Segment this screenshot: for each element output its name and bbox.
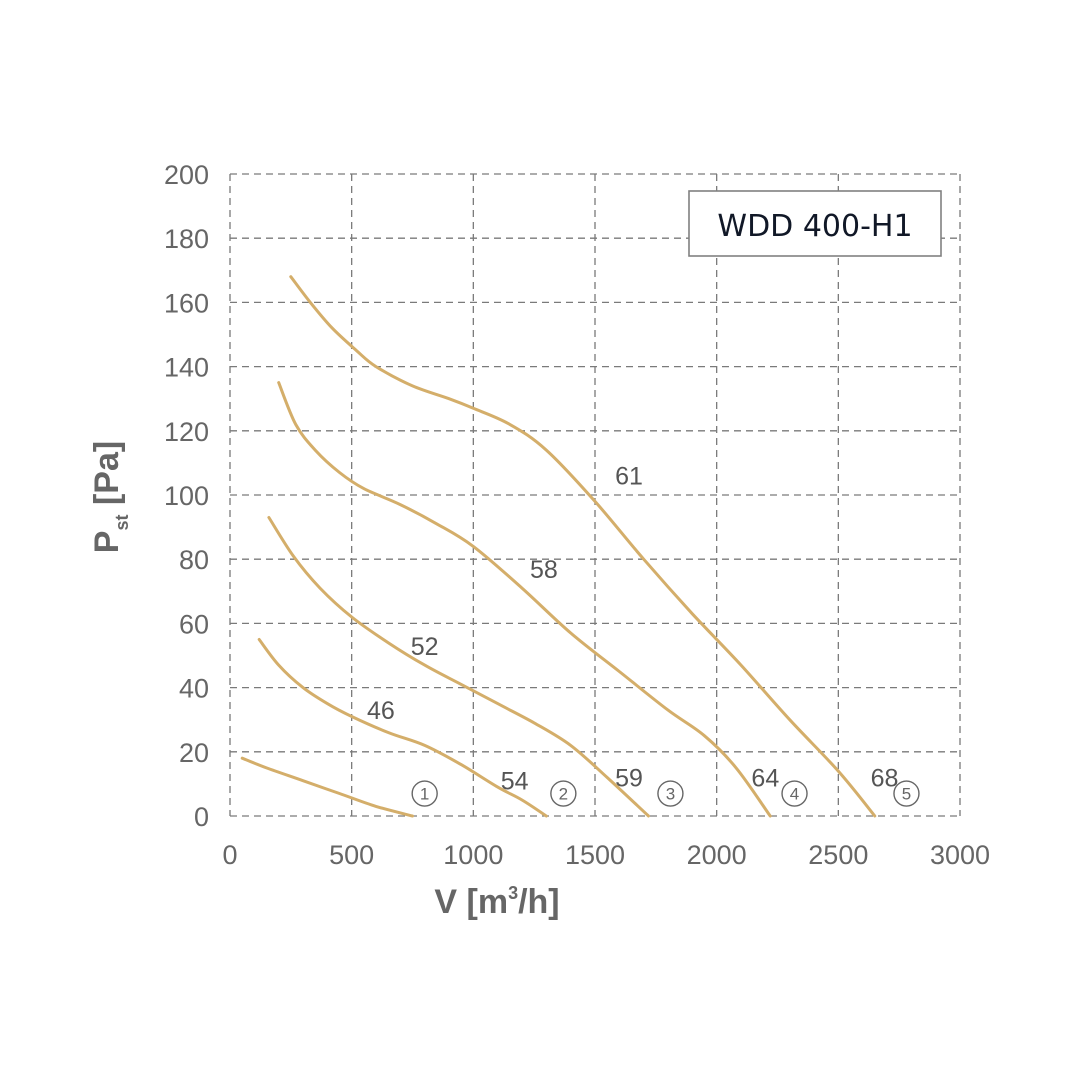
- y-tick-label: 80: [179, 545, 209, 575]
- curve-number-4: 4: [781, 780, 808, 807]
- curve-value-label: 58: [530, 556, 558, 584]
- curve-line-4: [277, 381, 772, 818]
- y-tick-label: 160: [164, 288, 209, 318]
- curve-number-1: 1: [411, 780, 438, 807]
- y-tick-label: 120: [164, 417, 209, 447]
- curve-number-circle: [893, 780, 920, 807]
- y-tick-label: 200: [164, 160, 209, 190]
- model-label-box: [688, 190, 942, 257]
- curve-numbers: 1 2 3 4 5: [411, 780, 920, 807]
- y-tick-label: 0: [194, 802, 209, 832]
- y-tick-label: 180: [164, 224, 209, 254]
- y-tick-labels: 0 20 40 60 80 100 120 140 160 180 200: [164, 160, 209, 832]
- y-tick-label: 100: [164, 481, 209, 511]
- curve-number-circle: [657, 780, 684, 807]
- curve-line-5: [289, 275, 877, 818]
- x-tick-labels: 0 500 1000 1500 2000 2500 3000: [222, 840, 990, 870]
- curve-number-2: 2: [550, 780, 577, 807]
- curve-value-label: 68: [871, 764, 899, 792]
- curves: [240, 275, 877, 818]
- y-tick-label: 140: [164, 353, 209, 383]
- curve-value-label: 52: [411, 633, 439, 661]
- y-axis-title: Pst [Pa]: [88, 441, 132, 553]
- curve-value-label: 54: [501, 768, 529, 796]
- curve-line-1: [240, 756, 414, 818]
- model-label: WDD 400-H1: [688, 190, 942, 257]
- curve-number-label: 5: [902, 785, 911, 804]
- x-tick-label: 500: [329, 840, 374, 870]
- x-tick-label: 2500: [808, 840, 868, 870]
- curve-number-circle: [411, 780, 438, 807]
- curve-line-3: [267, 516, 650, 818]
- x-tick-label: 1500: [565, 840, 625, 870]
- grid: [229, 173, 961, 817]
- curve-line-2: [257, 638, 548, 818]
- curve-number-label: 3: [666, 785, 675, 804]
- x-tick-label: 1000: [443, 840, 503, 870]
- y-tick-label: 20: [179, 738, 209, 768]
- x-tick-label: 3000: [930, 840, 990, 870]
- curve-annotations: 46 52 58 61 54 59 64 68: [367, 463, 899, 796]
- y-tick-label: 60: [179, 609, 209, 639]
- curve-number-circle: [781, 780, 808, 807]
- x-axis-title: V [m3/h]: [434, 883, 559, 921]
- curve-value-label: 46: [367, 697, 395, 725]
- x-tick-label: 0: [222, 840, 237, 870]
- curve-number-label: 2: [559, 785, 568, 804]
- curve-value-label: 59: [615, 764, 643, 792]
- curve-value-label: 64: [751, 764, 779, 792]
- y-tick-label: 40: [179, 674, 209, 704]
- curve-number-5: 5: [893, 780, 920, 807]
- chart-title: WDD 400-H1: [717, 209, 912, 244]
- curve-number-label: 1: [420, 785, 429, 804]
- curve-number-label: 4: [790, 785, 799, 804]
- curve-number-circle: [550, 780, 577, 807]
- curve-number-3: 3: [657, 780, 684, 807]
- curve-value-label: 61: [615, 463, 643, 491]
- x-tick-label: 2000: [687, 840, 747, 870]
